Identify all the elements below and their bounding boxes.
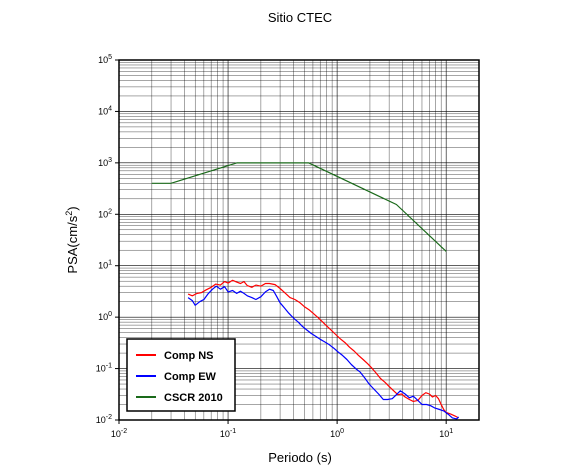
y-tick-label: 102	[98, 208, 112, 219]
y-axis-label-base: PSA(cm/s	[65, 215, 80, 273]
x-axis-label: Periodo (s)	[268, 450, 332, 465]
x-tick-base: 10	[330, 429, 340, 439]
x-tick-base: 10	[220, 429, 230, 439]
y-tick-exp: 3	[108, 157, 112, 164]
x-tick-exp: 0	[340, 428, 344, 435]
y-tick-exp: 1	[108, 260, 112, 267]
y-tick-exp: 2	[108, 208, 112, 215]
y-tick-exp: 0	[108, 311, 112, 318]
x-tick-exp: 1	[449, 428, 453, 435]
plot-frame	[118, 59, 480, 421]
chart-title: Sitio CTEC	[268, 10, 332, 25]
y-tick-base: 10	[96, 415, 106, 425]
legend-label: Comp NS	[164, 350, 214, 362]
y-tick-label: 103	[98, 157, 112, 168]
y-tick-exp: -2	[106, 414, 112, 421]
y-tick-exp: 4	[108, 105, 112, 112]
y-tick-label: 101	[98, 260, 112, 271]
y-tick-exp: -1	[106, 363, 112, 370]
grid-lines	[118, 59, 480, 421]
x-tick-exp: -1	[230, 428, 236, 435]
series-lines	[151, 162, 460, 420]
y-axis-label-end: )	[65, 206, 80, 210]
y-axis-label: PSA(cm/s2)	[64, 206, 80, 273]
y-tick-base: 10	[98, 261, 108, 271]
series-line-2	[187, 285, 460, 420]
legend: Comp NS Comp EW CSCR 2010	[126, 338, 236, 412]
x-tick-exp: -2	[121, 428, 127, 435]
y-tick-label: 104	[98, 105, 112, 116]
x-tick-label: 10-1	[220, 428, 236, 439]
y-tick-label: 100	[98, 311, 112, 322]
x-tick-label: 100	[330, 428, 344, 439]
legend-label: Comp EW	[164, 371, 217, 383]
y-tick-base: 10	[98, 209, 108, 219]
y-tick-base: 10	[98, 55, 108, 65]
y-tick-label: 10-1	[96, 363, 112, 374]
y-tick-exp: 5	[108, 54, 112, 61]
y-tick-base: 10	[98, 312, 108, 322]
series-line-1	[187, 279, 459, 419]
y-axis-label-sup: 2	[64, 211, 74, 216]
y-tick-base: 10	[96, 364, 106, 374]
legend-label: CSCR 2010	[164, 392, 223, 404]
y-tick-label: 10-2	[96, 414, 112, 425]
x-tick-label: 101	[439, 428, 453, 439]
x-tick-base: 10	[111, 429, 121, 439]
x-tick-label: 10-2	[111, 428, 127, 439]
y-tick-base: 10	[98, 158, 108, 168]
x-tick-base: 10	[439, 429, 449, 439]
series-line-3	[151, 162, 447, 252]
y-tick-label: 105	[98, 54, 112, 65]
y-tick-base: 10	[98, 106, 108, 116]
